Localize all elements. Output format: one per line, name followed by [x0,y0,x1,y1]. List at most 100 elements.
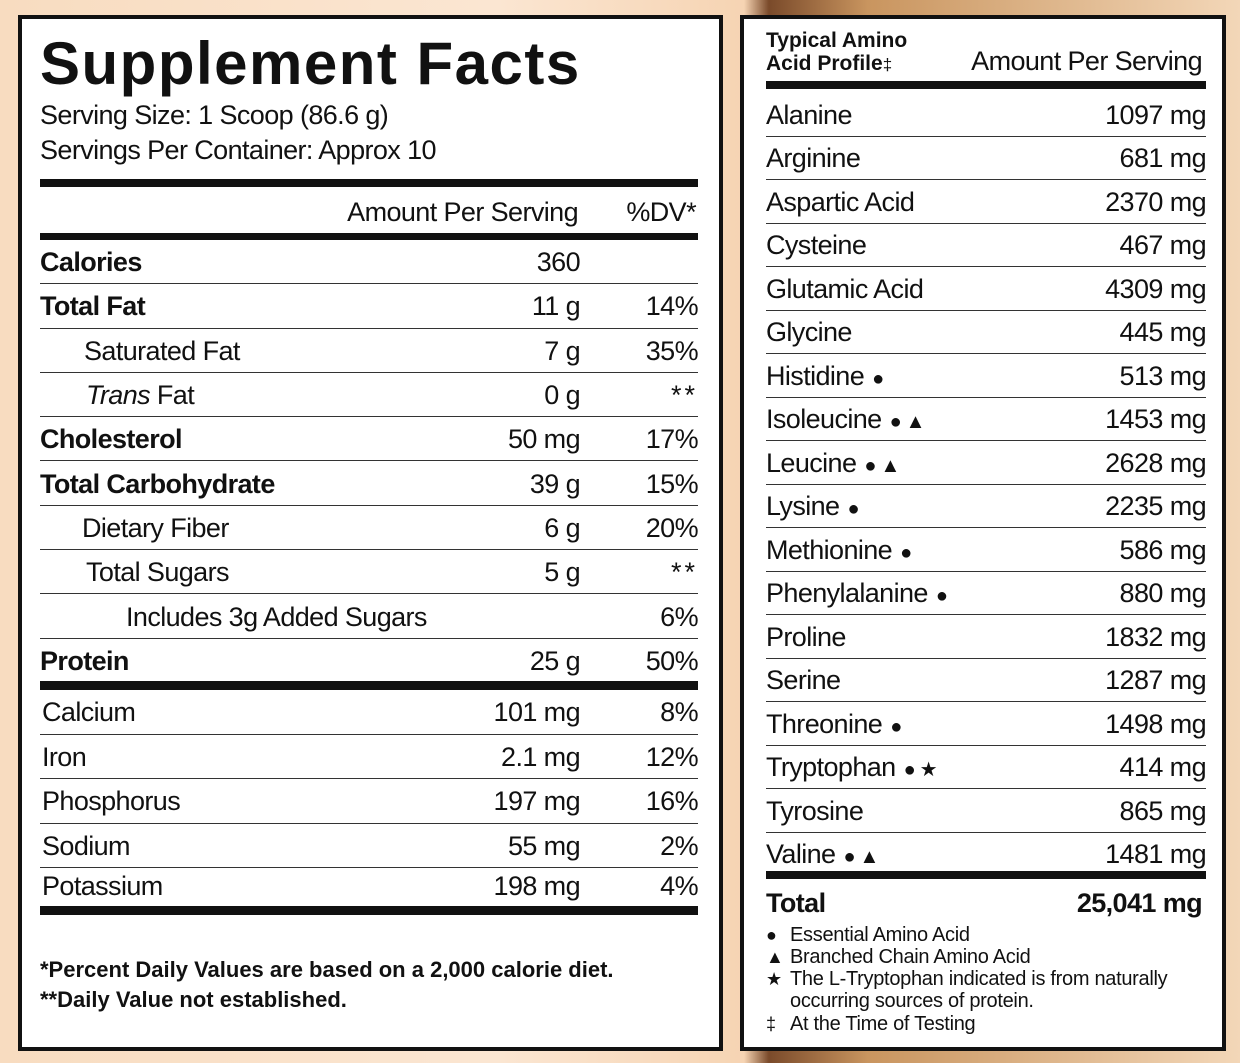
nutrient-row: Protein 25 g 50% [40,639,699,683]
nutrient-name: Saturated Fat [84,337,240,365]
amino-row: Glutamic Acid 4309 mg [766,267,1207,311]
amino-row: Phenylalanine ● 880 mg [766,572,1207,615]
nutrient-name-text: Calories [40,247,142,278]
nutrient-row: Trans Fat 0 g ** [40,373,698,418]
nutrient-name-text: Total Fat [40,291,146,322]
legend-symbol: ‡ [766,1014,777,1034]
amino-marks: ●▲ [843,846,884,869]
amino-row: Proline 1832 mg [766,615,1207,659]
nutrient-row: Calcium 101 mg 8% [40,690,699,735]
nutrient-amount: 11 g [531,291,581,322]
amino-amount: 2235 mg [1105,491,1206,522]
legend-text: At the Time of Testing [790,1013,976,1035]
amino-name-text: Glutamic Acid [766,273,924,304]
thick-rule [40,681,698,690]
total-label: Total [766,888,826,918]
amount-header: Amount Per Serving [971,46,1202,76]
amino-marks: ●▲ [889,411,930,434]
nutrient-name: Iron [42,741,87,772]
nutrient-name: Trans Fat [86,380,195,411]
nutrient-row: Total Fat 11 g 14% [40,284,699,329]
nutrient-name-italic: Trans [86,380,151,411]
nutrient-amount: 197 mg [493,786,581,817]
amino-amount: 1453 mg [1105,404,1206,435]
nutrient-name: Calories [40,249,142,276]
amino-amount: 513 mg [1119,360,1207,391]
legend-symbol: ● [766,925,777,945]
thick-rule [40,179,698,187]
amino-name-text: Lysine [766,491,840,522]
amino-marks: ● [847,498,864,521]
nutrient-amount: 198 mg [493,871,581,901]
amino-row: Tryptophan ●★ 414 mg [766,746,1207,789]
nutrient-row: Dietary Fiber 6 g 20% [40,506,699,551]
nutrient-name-text: Calcium [42,697,136,728]
dv-header: %DV* [626,197,696,227]
nutrient-name: Sodium [42,830,131,861]
amino-name: Histidine ● [766,362,889,390]
amino-row: Alanine 1097 mg [766,93,1207,137]
nutrient-dv: 12% [645,741,699,772]
nutrient-amount: 55 mg [507,830,581,861]
amino-name: Cysteine [766,232,867,259]
nutrient-dv: ** [670,557,698,588]
nutrient-name-text: Total Sugars [86,557,229,588]
nutrient-dv: ** [670,380,698,411]
amino-name-text: Tyrosine [766,795,864,826]
amino-name-text: Arginine [766,143,861,174]
amino-name: Aspartic Acid [766,188,915,216]
nutrient-name-text: Phosphorus [42,786,181,817]
amino-amount: 1498 mg [1105,708,1206,739]
amino-row: Glycine 445 mg [766,311,1207,354]
legend-symbol: ★ [766,969,783,989]
profile-title-mark: ‡ [882,55,893,74]
nutrient-row: Iron 2.1 mg 12% [40,735,699,779]
nutrient-amount: 0 g [544,380,580,411]
nutrient-amount: 6 g [544,512,580,543]
nutrient-name-text: Iron [42,741,87,772]
nutrient-dv: 6% [660,601,698,632]
nutrient-dv: 16% [645,786,699,817]
nutrient-row: Calories 360 [40,240,698,285]
nutrient-amount: 360 [536,247,581,278]
amino-name-text: Threonine [766,708,883,739]
nutrient-name-text: Sodium [42,830,131,861]
footnote: **Daily Value not established. [40,987,347,1012]
amino-name-text: Glycine [766,317,852,348]
amino-name: Proline [766,623,846,651]
nutrient-dv: 35% [645,335,699,366]
amino-marks: ● [872,367,889,390]
amino-name-text: Isoleucine [766,404,882,435]
legend-text: The L-Tryptophan indicated is from natur… [790,968,1168,1012]
nutrient-row: Sodium 55 mg 2% [40,824,699,868]
amino-amount: 2628 mg [1105,447,1206,478]
nutrient-dv: 8% [660,697,698,728]
nutrient-name-text: Includes 3g Added Sugars [126,601,427,632]
nutrient-dv: 2% [660,830,698,861]
amino-name-text: Phenylalanine [766,578,928,609]
amino-name-text: Leucine [766,447,857,478]
title: Supplement Facts [40,30,581,97]
thick-rule [40,906,698,915]
amino-row: Tyrosine 865 mg [766,789,1207,833]
nutrient-name: Calcium [42,697,136,728]
profile-title: Acid Profile‡ [766,53,892,74]
amino-name: Lysine ● [766,493,864,520]
amino-marks: ● [935,585,952,608]
nutrient-name: Total Fat [40,291,146,322]
nutrient-name-text: Cholesterol [40,424,183,455]
thick-rule [40,233,698,240]
nutrient-name: Total Carbohydrate [40,468,275,499]
amino-amount: 586 mg [1119,534,1207,565]
amino-row: Methionine ● 586 mg [766,528,1207,572]
amino-amount: 1287 mg [1105,665,1206,696]
nutrient-name-text: Dietary Fiber [82,512,229,543]
amino-name-text: Methionine [766,534,893,565]
amino-amount: 414 mg [1119,752,1207,783]
nutrient-name: Includes 3g Added Sugars [126,601,427,632]
footnote: *Percent Daily Values are based on a 2,0… [40,957,614,982]
amino-name: Leucine ●▲ [766,447,904,478]
nutrient-name-text: Total Carbohydrate [40,468,275,499]
amino-amount: 1097 mg [1105,99,1206,130]
